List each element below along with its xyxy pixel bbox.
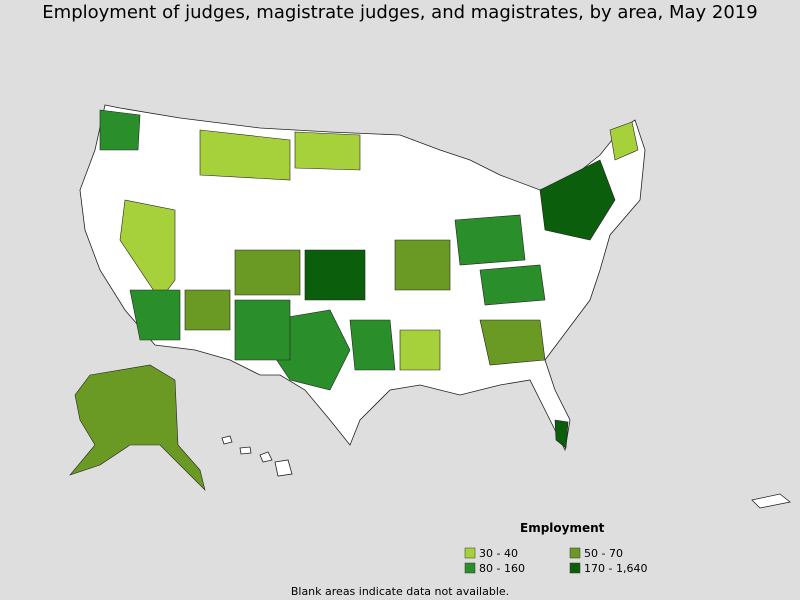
region: [99, 109, 141, 151]
region: [304, 249, 366, 301]
region: [454, 214, 526, 266]
region: [479, 319, 546, 366]
legend-title: Employment: [520, 521, 605, 535]
region: [539, 159, 616, 241]
region: [479, 264, 546, 306]
legend-swatch: [569, 547, 581, 559]
region: [349, 319, 396, 371]
region: [234, 299, 291, 361]
alaska: [69, 364, 206, 491]
map: [69, 104, 791, 509]
legend-swatch: [569, 562, 581, 574]
legend-label: 80 - 160: [479, 562, 525, 575]
hawaii: [221, 435, 293, 477]
region: [234, 249, 301, 296]
note: Blank areas indicate data not available.: [291, 585, 509, 598]
legend: Employment 30 - 40 50 - 70 80 - 160 170 - 1…: [464, 521, 647, 575]
region: [129, 289, 181, 341]
puerto-rico: [751, 493, 791, 509]
legend-swatch: [464, 547, 476, 559]
region: [394, 239, 451, 291]
map-title: Employment of judges, magistrate judges,…: [42, 2, 757, 23]
legend-label: 50 - 70: [584, 547, 623, 560]
legend-swatch: [464, 562, 476, 574]
region: [399, 329, 441, 371]
region: [294, 131, 361, 171]
region: [199, 129, 291, 181]
region: [184, 289, 231, 331]
legend-label: 30 - 40: [479, 547, 518, 560]
region: [609, 121, 639, 161]
region: [554, 419, 569, 449]
legend-label: 170 - 1,640: [584, 562, 647, 575]
